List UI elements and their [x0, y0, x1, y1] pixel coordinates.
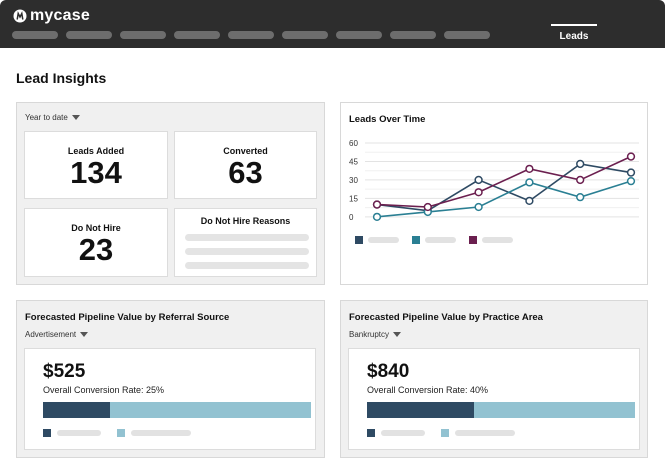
stat-value: 63 — [228, 155, 263, 190]
mycase-logo-icon — [13, 9, 27, 23]
data-point — [474, 202, 483, 212]
stat-label: Converted — [223, 146, 268, 156]
y-tick-label: 15 — [349, 194, 358, 203]
data-point — [576, 159, 585, 169]
nav-item-placeholder[interactable] — [174, 31, 220, 39]
lead-stats-panel: Year to date Leads Added 134 Converted 6… — [16, 102, 325, 285]
stat-value: 134 — [70, 155, 122, 190]
conversion-bar — [367, 402, 635, 418]
practice-area-dropdown[interactable]: Bankruptcy — [349, 330, 402, 339]
series-line-3 — [376, 155, 632, 208]
y-tick-label: 0 — [349, 213, 354, 222]
panel-title: Forecasted Pipeline Value by Practice Ar… — [349, 312, 543, 323]
data-point — [626, 152, 636, 161]
y-tick-label: 30 — [349, 176, 358, 185]
legend-label-placeholder — [455, 430, 515, 436]
referral-source-dropdown[interactable]: Advertisement — [25, 330, 89, 339]
pipeline-referral-panel: Forecasted Pipeline Value by Referral So… — [16, 300, 325, 458]
data-point — [626, 177, 636, 186]
data-point — [474, 188, 483, 197]
nav-items — [12, 31, 490, 39]
data-point — [525, 178, 534, 187]
chart-title: Leads Over Time — [349, 114, 426, 125]
stat-label: Leads Added — [67, 146, 125, 156]
conversion-rate: Overall Conversion Rate: 25% — [43, 385, 165, 395]
nav-item-placeholder[interactable] — [444, 31, 490, 39]
y-tick-label: 45 — [349, 157, 358, 166]
series-line-1 — [376, 163, 632, 212]
top-nav-bar: mycase Leads — [0, 0, 665, 48]
data-point — [525, 196, 534, 205]
tab-leads[interactable]: Leads — [551, 24, 597, 42]
legend-label-placeholder — [425, 237, 456, 243]
stat-label: Do Not Hire — [71, 223, 121, 233]
nav-item-placeholder[interactable] — [228, 31, 274, 39]
legend-label-placeholder — [131, 430, 191, 436]
data-point — [626, 168, 636, 177]
data-point — [372, 200, 382, 209]
legend-label-placeholder — [57, 430, 101, 436]
practice-area-value: Bankruptcy — [349, 330, 390, 339]
pipeline-amount: $840 — [367, 361, 410, 382]
nav-item-placeholder[interactable] — [282, 31, 328, 39]
legend-swatch — [469, 236, 477, 244]
conversion-bar-fill — [367, 402, 475, 418]
series-line-2 — [376, 180, 632, 218]
logo-text: mycase — [30, 7, 90, 24]
nav-item-placeholder[interactable] — [390, 31, 436, 39]
do-not-hire-reasons-card[interactable]: Do Not Hire Reasons — [174, 208, 317, 277]
stat-value: 23 — [78, 232, 114, 267]
nav-item-placeholder[interactable] — [120, 31, 166, 39]
panel-title: Forecasted Pipeline Value by Referral So… — [25, 312, 230, 323]
data-point — [576, 193, 585, 202]
leads-over-time-chart: 60 45 30 15 0 — [349, 139, 639, 222]
referral-value-card: $525 Overall Conversion Rate: 25% — [24, 348, 316, 450]
nav-item-placeholder[interactable] — [66, 31, 112, 39]
reason-placeholder — [185, 248, 309, 255]
reason-placeholder — [185, 234, 309, 241]
data-point — [576, 175, 585, 185]
conversion-bar-fill — [43, 402, 110, 418]
stat-label: Do Not Hire Reasons — [200, 216, 291, 226]
converted-card[interactable]: Converted 63 — [174, 131, 317, 199]
leads-added-card[interactable]: Leads Added 134 — [24, 131, 168, 199]
y-tick-label: 60 — [349, 139, 358, 148]
date-range-value: Year to date — [25, 113, 68, 122]
page-title: Lead Insights — [16, 70, 107, 86]
date-range-dropdown[interactable]: Year to date — [25, 113, 80, 122]
data-point — [474, 175, 483, 185]
legend-swatch — [441, 429, 449, 437]
conversion-rate: Overall Conversion Rate: 40% — [367, 385, 489, 395]
leads-over-time-panel: Leads Over Time 60 45 30 15 0 — [340, 102, 648, 285]
conversion-bar — [43, 402, 311, 418]
nav-item-placeholder[interactable] — [336, 31, 382, 39]
legend-label-placeholder — [381, 430, 425, 436]
chevron-down-icon — [80, 332, 89, 337]
do-not-hire-card[interactable]: Do Not Hire 23 — [24, 208, 168, 277]
chevron-down-icon — [71, 115, 80, 120]
app-logo[interactable]: mycase — [13, 7, 90, 25]
referral-source-value: Advertisement — [25, 330, 77, 339]
legend-swatch — [412, 236, 420, 244]
data-point — [372, 212, 382, 221]
legend-swatch — [43, 429, 51, 437]
legend-swatch — [117, 429, 125, 437]
nav-item-placeholder[interactable] — [12, 31, 58, 39]
chevron-down-icon — [393, 332, 402, 337]
data-point — [525, 164, 534, 173]
legend-swatch — [355, 236, 363, 244]
data-point — [423, 202, 432, 212]
legend-label-placeholder — [482, 237, 513, 243]
legend-swatch — [367, 429, 375, 437]
reason-placeholder — [185, 262, 309, 269]
pipeline-practice-panel: Forecasted Pipeline Value by Practice Ar… — [340, 300, 648, 458]
legend-label-placeholder — [368, 237, 399, 243]
pipeline-amount: $525 — [43, 361, 86, 382]
practice-value-card: $840 Overall Conversion Rate: 40% — [348, 348, 640, 450]
